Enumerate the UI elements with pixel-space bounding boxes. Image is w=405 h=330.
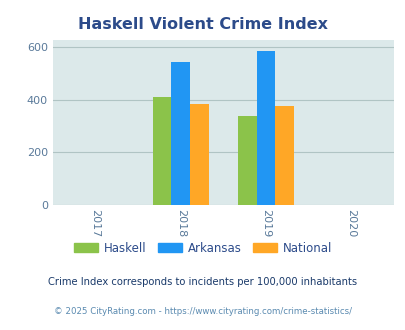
Legend: Haskell, Arkansas, National: Haskell, Arkansas, National <box>69 237 336 259</box>
Bar <box>152 97 171 205</box>
Bar <box>171 62 190 205</box>
Bar <box>237 115 256 205</box>
Bar <box>256 51 275 205</box>
Bar <box>190 104 208 205</box>
Text: © 2025 CityRating.com - https://www.cityrating.com/crime-statistics/: © 2025 CityRating.com - https://www.city… <box>54 307 351 316</box>
Text: Haskell Violent Crime Index: Haskell Violent Crime Index <box>78 17 327 32</box>
Text: Crime Index corresponds to incidents per 100,000 inhabitants: Crime Index corresponds to incidents per… <box>48 277 357 287</box>
Bar <box>275 106 293 205</box>
